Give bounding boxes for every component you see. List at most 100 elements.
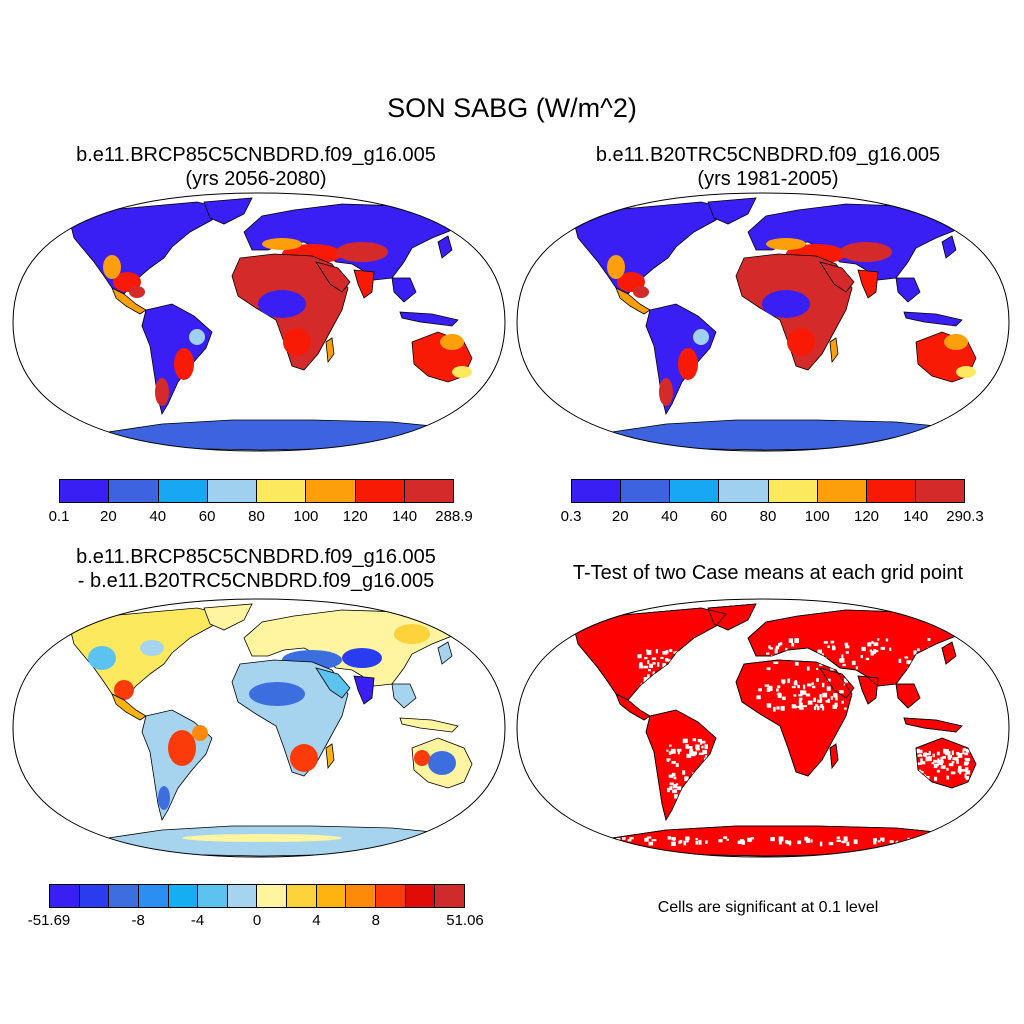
panel-2-map	[516, 192, 1010, 452]
nonsignificant-cell	[873, 642, 879, 646]
nonsignificant-cell	[668, 681, 673, 684]
nonsignificant-cell	[946, 767, 949, 771]
nonsignificant-cell	[673, 776, 677, 780]
nonsignificant-cell	[957, 768, 962, 773]
landmass-centralAmerica	[111, 693, 147, 721]
colorbar-tick-label: -51.69	[27, 912, 71, 929]
nonsignificant-cell	[627, 839, 632, 842]
nonsignificant-cell	[705, 840, 708, 843]
nonsignificant-cell	[824, 656, 827, 661]
colorbar-swatch	[109, 885, 139, 907]
colorbar-tick-label: 290.3	[946, 508, 984, 525]
shading-patch	[840, 242, 892, 262]
nonsignificant-cell	[793, 694, 797, 697]
landmass-india	[353, 675, 375, 705]
nonsignificant-cell	[679, 667, 683, 672]
nonsignificant-cell	[843, 836, 848, 842]
nonsignificant-cell	[940, 765, 946, 769]
nonsignificant-cell	[962, 749, 965, 755]
nonsignificant-cell	[797, 705, 802, 709]
landmass-greenland	[707, 197, 757, 225]
coastline	[819, 667, 855, 699]
nonsignificant-cell	[934, 763, 939, 767]
landmass-southAmerica	[645, 709, 717, 822]
nonsignificant-cell	[783, 651, 788, 654]
nonsignificant-cell	[723, 836, 728, 839]
nonsignificant-cell	[791, 643, 795, 647]
nonsignificant-cell	[695, 840, 698, 845]
nonsignificant-cell	[637, 654, 642, 659]
nonsignificant-cell	[822, 705, 825, 711]
nonsignificant-cell	[651, 657, 657, 660]
shading-patch	[182, 834, 342, 842]
landmass-seAsia	[391, 277, 417, 303]
coastline	[895, 683, 921, 709]
nonsignificant-cell	[694, 787, 700, 791]
nonsignificant-cell	[646, 836, 652, 839]
landmass-centralAmerica	[615, 693, 651, 721]
nonsignificant-cell	[646, 687, 650, 691]
shading-patch	[787, 328, 815, 356]
nonsignificant-cell	[770, 837, 775, 842]
nonsignificant-cell	[965, 748, 971, 753]
colorbar-swatch	[207, 480, 257, 502]
nonsignificant-cell	[689, 746, 693, 750]
map-frame	[516, 192, 1010, 452]
nonsignificant-cell	[951, 761, 955, 764]
nonsignificant-cell	[947, 754, 952, 759]
nonsignificant-cell	[822, 692, 828, 698]
nonsignificant-cell	[827, 645, 830, 649]
nonsignificant-cell	[669, 786, 673, 791]
coastline	[903, 717, 963, 733]
nonsignificant-cell	[937, 758, 940, 762]
coastline	[829, 743, 839, 769]
colorbar-swatch	[572, 480, 622, 502]
shading-patch	[155, 378, 169, 406]
nonsignificant-cell	[797, 684, 800, 689]
nonsignificant-cell	[684, 664, 687, 668]
nonsignificant-cell	[666, 749, 669, 752]
nonsignificant-cell	[693, 783, 698, 788]
coastline	[645, 709, 717, 821]
map-frame	[12, 598, 506, 858]
nonsignificant-cell	[679, 839, 683, 844]
colorbar-tick-label: 20	[611, 508, 629, 525]
map-frame	[12, 192, 506, 452]
landmass-arabia	[819, 261, 855, 293]
nonsignificant-cell	[674, 794, 678, 799]
nonsignificant-cell	[666, 758, 670, 762]
nonsignificant-cell	[805, 693, 811, 697]
colorbar-tick-label: 4	[312, 912, 321, 929]
nonsignificant-cell	[871, 640, 874, 644]
nonsignificant-cell	[764, 684, 770, 687]
nonsignificant-cell	[929, 756, 932, 761]
nonsignificant-cell	[652, 671, 655, 676]
panel-2-colorbar-labels: 0.3 20 40 60 80 100 120 140 290.3	[561, 508, 984, 528]
nonsignificant-cell	[821, 682, 825, 688]
nonsignificant-cell	[691, 751, 697, 755]
nonsignificant-cell	[648, 663, 653, 668]
nonsignificant-cell	[768, 685, 773, 689]
nonsignificant-cell	[705, 777, 710, 782]
nonsignificant-cell	[911, 841, 916, 845]
nonsignificant-cell	[844, 642, 849, 646]
landmass-japan	[941, 641, 957, 665]
shading-patch	[766, 238, 806, 250]
nonsignificant-cell	[705, 763, 711, 768]
nonsignificant-cell	[798, 699, 802, 705]
nonsignificant-cell	[931, 762, 935, 765]
colorbar-swatch	[915, 480, 964, 502]
nonsignificant-cell	[794, 661, 799, 666]
nonsignificant-cell	[660, 656, 664, 660]
nonsignificant-cell	[910, 660, 914, 666]
nonsignificant-cell	[832, 704, 837, 709]
nonsignificant-cell	[825, 700, 830, 703]
nonsignificant-cell	[880, 837, 883, 841]
nonsignificant-cell	[923, 754, 927, 757]
nonsignificant-cell	[669, 782, 674, 786]
landmass-japan	[941, 235, 957, 259]
nonsignificant-cell	[956, 758, 959, 764]
nonsignificant-cell	[941, 840, 945, 844]
nonsignificant-cell	[777, 642, 781, 647]
coastline	[993, 783, 1003, 803]
